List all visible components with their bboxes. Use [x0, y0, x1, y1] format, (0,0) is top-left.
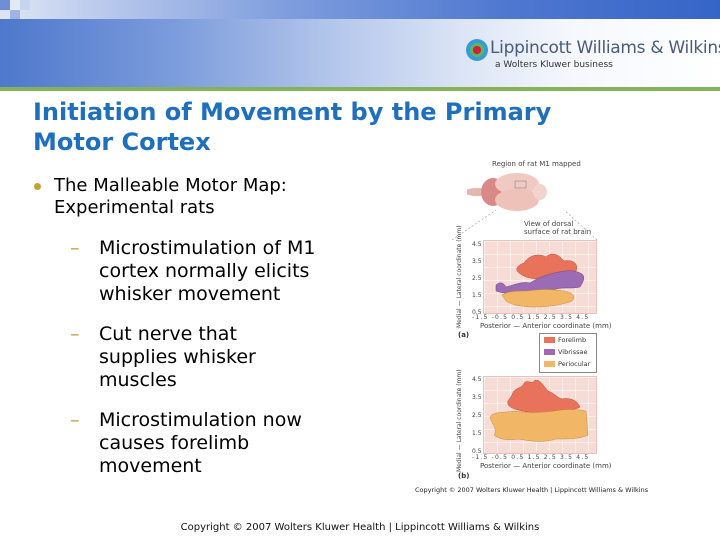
decorative-square	[20, 0, 30, 10]
publisher-logo: Lippincott Williams & Wilkins a Wolters …	[466, 38, 720, 74]
figure-copyright: Copyright © 2007 Wolters Kluwer Health |…	[415, 486, 649, 494]
subbullet-item: – Microstimulation now causes forelimb m…	[34, 409, 414, 478]
subbullet-line: Microstimulation of M1	[99, 237, 316, 259]
legend-swatch	[544, 337, 555, 343]
y-tick: 4.5	[472, 241, 482, 248]
zoom-guide-lines	[452, 210, 598, 240]
header-divider	[0, 87, 720, 91]
motor-map-plot-a	[483, 240, 597, 314]
y-axis-label: Medial — Lateral coordinate (mm)	[456, 369, 463, 472]
motor-map-regions-b	[489, 379, 589, 442]
y-tick: 2.5	[472, 412, 482, 419]
panel-label-b: (b)	[458, 472, 470, 480]
dash-bullet-icon: –	[70, 409, 80, 431]
subbullet-line: supplies whisker	[99, 346, 256, 368]
rat-brain-illustration	[467, 173, 547, 211]
brain-label-bottom: surface of rat brain	[524, 228, 592, 236]
slide-title: Initiation of Movement by the Primary Mo…	[33, 97, 673, 157]
dash-bullet-icon: –	[70, 323, 80, 345]
figure-legend: Forelimb Vibrissae Periocular	[539, 333, 597, 373]
header-banner	[0, 19, 720, 87]
publisher-name: Lippincott Williams & Wilkins	[490, 38, 720, 58]
legend-label: Vibrissae	[558, 348, 588, 356]
slide-body: The Malleable Motor Map: Experimental ra…	[34, 175, 414, 478]
globe-logo-icon	[466, 39, 488, 61]
legend-label: Forelimb	[558, 336, 587, 344]
subbullet-line: movement	[99, 455, 202, 477]
publisher-tagline: a Wolters Kluwer business	[495, 60, 613, 70]
y-tick: 3.5	[472, 258, 482, 265]
bullet-item: The Malleable Motor Map: Experimental ra…	[34, 175, 414, 219]
legend-swatch	[544, 361, 555, 367]
legend-item-vibrissae: Vibrissae	[540, 346, 596, 358]
brain-label-top: Region of rat M1 mapped	[492, 160, 581, 168]
bullet-text-line: The Malleable Motor Map:	[54, 175, 287, 196]
legend-label: Periocular	[558, 360, 591, 368]
y-tick: 2.5	[472, 275, 482, 282]
motor-map-regions-a	[495, 253, 584, 308]
decorative-square	[10, 0, 20, 10]
x-axis-label: Posterior — Anterior coordinate (mm)	[480, 462, 612, 470]
decorative-square	[0, 10, 10, 19]
y-tick: 3.5	[472, 394, 482, 401]
subbullet-line: Microstimulation now	[99, 409, 302, 431]
legend-item-periocular: Periocular	[540, 358, 596, 370]
subbullet-item: – Microstimulation of M1 cortex normally…	[34, 237, 414, 306]
y-axis-label: Medial — Lateral coordinate (mm)	[456, 225, 463, 328]
y-tick: 1.5	[472, 292, 482, 299]
subbullet-line: muscles	[99, 369, 177, 391]
motor-map-plot-b	[483, 376, 597, 454]
top-bar	[0, 0, 720, 19]
x-tick-labels: -1.5 -0.5 0.5 1.5 2.5 3.5 4.5	[472, 454, 590, 461]
subbullet-line: Cut nerve that	[99, 323, 237, 345]
x-axis-label: Posterior — Anterior coordinate (mm)	[480, 322, 612, 330]
y-tick: 0.5	[472, 309, 482, 316]
y-tick: 0.5	[472, 448, 482, 455]
bullet-text-line: Experimental rats	[54, 197, 215, 218]
footer-copyright: Copyright © 2007 Wolters Kluwer Health |…	[180, 522, 540, 533]
dash-bullet-icon: –	[70, 237, 80, 259]
decorative-square	[10, 10, 20, 19]
subbullet-line: cortex normally elicits	[99, 260, 310, 282]
brain-label-bottom: View of dorsal	[524, 220, 574, 228]
decorative-square	[0, 0, 10, 10]
subbullet-line: whisker movement	[99, 283, 281, 305]
x-tick-labels: -1.5 -0.5 0.5 1.5 2.5 3.5 4.5	[472, 314, 590, 321]
y-tick: 4.5	[472, 376, 482, 383]
panel-label-a: (a)	[458, 331, 470, 339]
motor-map-figure: Region of rat M1 mapped View of dorsal s…	[412, 150, 672, 495]
legend-swatch	[544, 349, 555, 355]
subbullet-item: – Cut nerve that supplies whisker muscle…	[34, 323, 414, 392]
slide-title-line: Initiation of Movement by the Primary	[33, 98, 552, 126]
slide-title-line: Motor Cortex	[33, 128, 211, 156]
bullet-dot-icon	[34, 183, 41, 190]
legend-item-forelimb: Forelimb	[540, 334, 596, 346]
y-tick: 1.5	[472, 430, 482, 437]
subbullet-line: causes forelimb	[99, 432, 250, 454]
